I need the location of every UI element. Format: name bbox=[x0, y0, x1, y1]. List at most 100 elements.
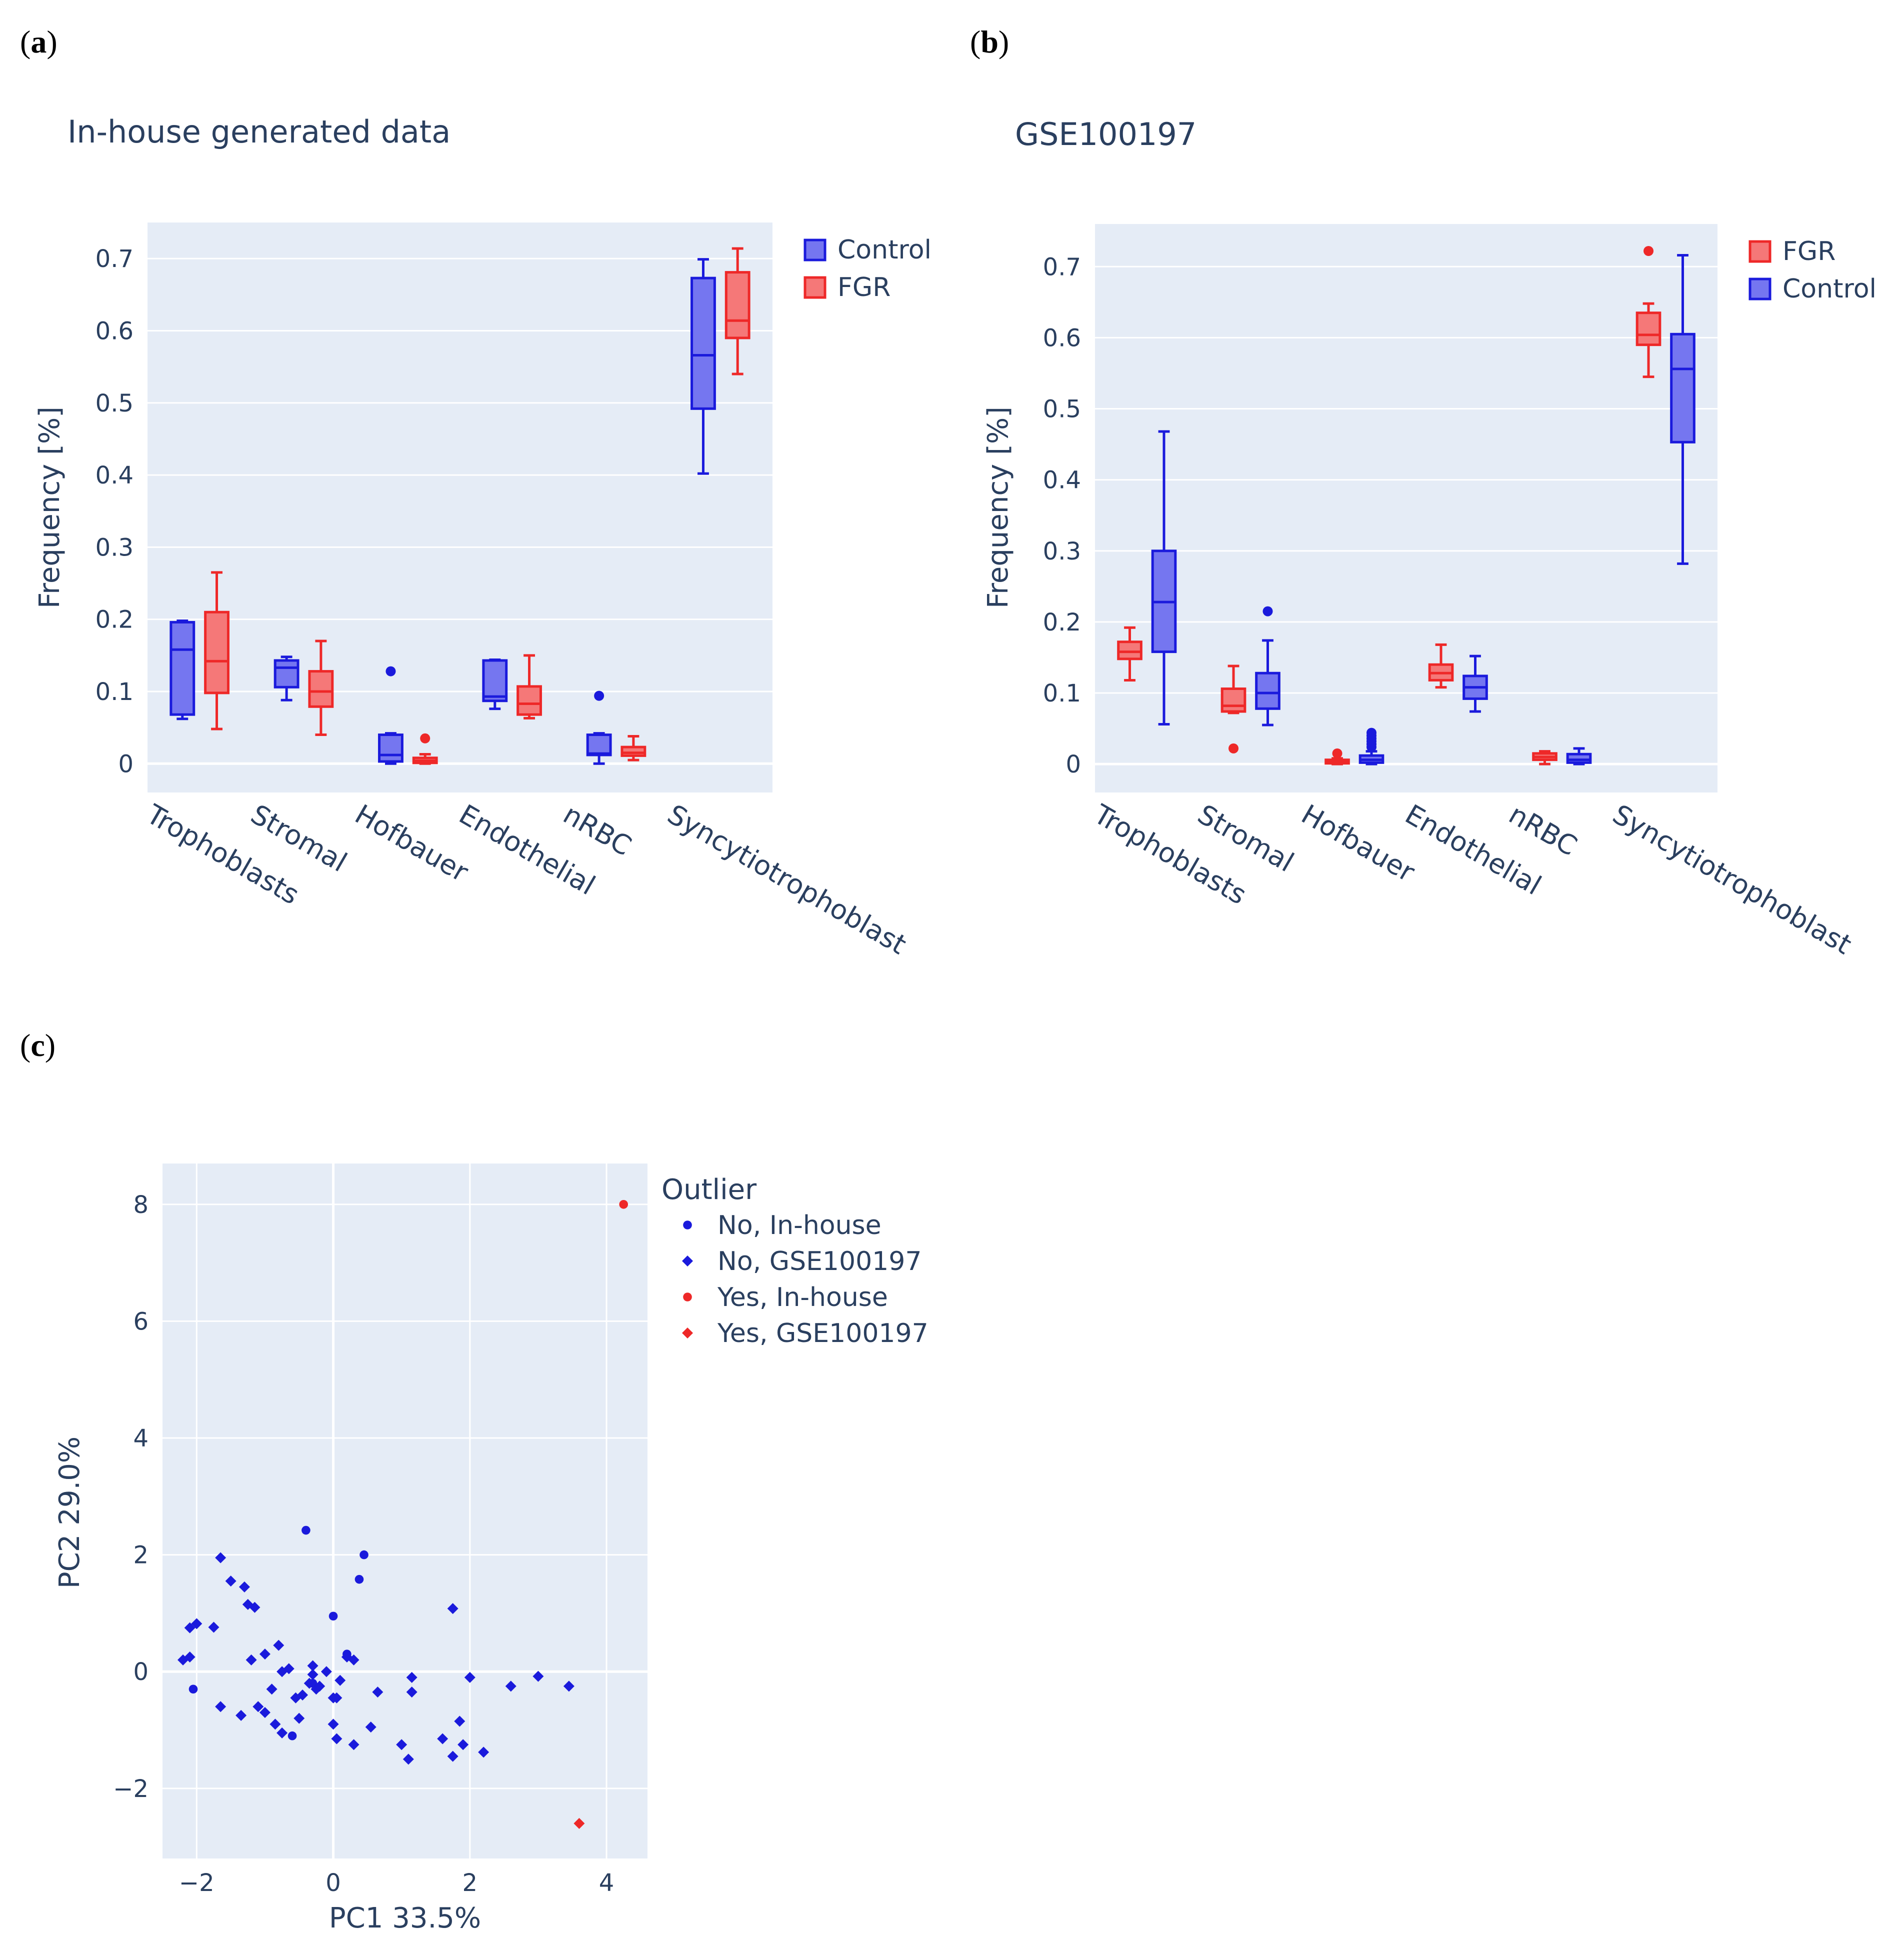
c-point bbox=[464, 1672, 476, 1683]
c-point bbox=[249, 1602, 260, 1613]
a-box-control-stromal bbox=[274, 656, 300, 702]
chart-a-legend[interactable]: Control FGR bbox=[804, 235, 932, 302]
chart-b-legend[interactable]: FGR Control bbox=[1748, 236, 1876, 304]
c-legend-marker bbox=[683, 1292, 692, 1302]
c-legend-label: No, In-house bbox=[718, 1210, 882, 1240]
b-outlier-point bbox=[1262, 606, 1273, 616]
chart-b-category-labels: TrophoblastsStromalHofbauerEndothelialnR… bbox=[1088, 798, 1856, 960]
c-point bbox=[365, 1722, 376, 1733]
c-legend-marker bbox=[682, 1328, 693, 1338]
c-point bbox=[259, 1648, 270, 1660]
b-outlier-point bbox=[1366, 728, 1376, 738]
a-box-body bbox=[308, 670, 334, 708]
c-point bbox=[314, 1680, 326, 1692]
a-box-control-hofbauer bbox=[378, 666, 404, 765]
a-box-body bbox=[690, 276, 716, 410]
c-point bbox=[505, 1680, 516, 1692]
a-box-control-syncytiotrophoblast bbox=[690, 258, 716, 475]
c-point bbox=[191, 1618, 202, 1630]
b-box-fgr-hofbauer bbox=[1324, 748, 1350, 766]
c-point bbox=[454, 1716, 466, 1727]
b-outlier-point bbox=[1228, 743, 1239, 754]
a-box-body bbox=[482, 659, 508, 702]
c-x-tick-label: 4 bbox=[599, 1869, 614, 1897]
c-point bbox=[208, 1622, 220, 1633]
c-point bbox=[259, 1706, 270, 1718]
a-box-fgr-hofbauer bbox=[412, 733, 438, 765]
c-legend-label: Yes, GSE100197 bbox=[717, 1318, 928, 1348]
b-legend-label: FGR bbox=[1782, 236, 1836, 266]
c-point bbox=[288, 1731, 297, 1740]
b-box-control-syncytiotrophoblast bbox=[1670, 254, 1696, 565]
c-point bbox=[188, 1684, 198, 1694]
c-point bbox=[360, 1550, 368, 1560]
a-y-tick-label: 0.7 bbox=[96, 245, 134, 273]
c-point bbox=[252, 1701, 264, 1712]
c-point bbox=[406, 1672, 418, 1683]
c-point bbox=[294, 1712, 305, 1724]
c-point bbox=[297, 1689, 308, 1700]
c-legend-label: No, GSE100197 bbox=[718, 1246, 922, 1276]
chart-a-category-labels: TrophoblastsStromalHofbauerEndothelialnR… bbox=[141, 798, 912, 960]
c-point bbox=[266, 1684, 278, 1695]
b-box-control-endothelial bbox=[1462, 654, 1488, 713]
c-point bbox=[225, 1576, 236, 1587]
a-category-label: Hofbauer bbox=[350, 798, 474, 888]
a-y-tick-label: 0 bbox=[118, 750, 134, 778]
a-y-tick-label: 0.2 bbox=[96, 606, 134, 634]
c-point bbox=[236, 1710, 247, 1721]
c-point bbox=[238, 1581, 250, 1592]
panel-c-label: (c) bbox=[20, 1028, 56, 1063]
a-box-body bbox=[378, 734, 404, 763]
a-box-fgr-stromal bbox=[308, 640, 334, 736]
a-outlier-point bbox=[386, 666, 396, 676]
b-box-body bbox=[1670, 332, 1696, 444]
b-box-body bbox=[1220, 687, 1246, 713]
a-y-tick-label: 0.1 bbox=[96, 678, 134, 706]
b-box-body bbox=[1255, 672, 1280, 710]
c-point bbox=[276, 1727, 288, 1738]
c-point bbox=[328, 1692, 339, 1704]
b-legend-swatch bbox=[1748, 240, 1772, 263]
a-y-tick-label: 0.3 bbox=[96, 534, 134, 562]
a-category-label: nRBC bbox=[558, 798, 637, 862]
c-point bbox=[215, 1701, 226, 1712]
panel-a-label: (a) bbox=[20, 24, 58, 60]
b-box-fgr-nrbc bbox=[1532, 750, 1558, 766]
b-y-tick-label: 0.7 bbox=[1043, 253, 1081, 281]
c-point bbox=[331, 1733, 342, 1744]
a-box-body bbox=[204, 610, 230, 694]
a-box-control-trophoblasts bbox=[170, 620, 196, 720]
b-y-tick-label: 0.4 bbox=[1043, 466, 1081, 494]
b-category-label: Syncytiotrophoblast bbox=[1608, 798, 1857, 960]
c-point bbox=[402, 1754, 414, 1765]
c-point bbox=[270, 1718, 281, 1730]
c-point bbox=[307, 1669, 318, 1680]
chart-a-boxes bbox=[170, 247, 750, 765]
b-box-fgr-endothelial bbox=[1428, 643, 1454, 689]
a-box-fgr-nrbc bbox=[620, 734, 646, 762]
a-category-label: Syncytiotrophoblast bbox=[662, 798, 912, 960]
a-outlier-point bbox=[594, 690, 604, 701]
c-legend-marker bbox=[682, 1256, 693, 1266]
c-x-tick-label: 2 bbox=[462, 1869, 478, 1897]
c-point bbox=[302, 1526, 310, 1535]
c-point bbox=[320, 1666, 332, 1678]
chart-b-y-axis-title: Frequency [%] bbox=[982, 406, 1014, 608]
a-box-body bbox=[516, 685, 542, 716]
chart-c-ticks: −2 0 2 4 −2 0 2 4 6 8 bbox=[113, 1191, 614, 1897]
chart-c-legend[interactable]: No, In-house No, GSE100197 Yes, In-house Ye… bbox=[682, 1210, 928, 1348]
chart-a-plot-area bbox=[148, 222, 772, 792]
c-point bbox=[563, 1680, 574, 1692]
b-box-fgr-stromal bbox=[1220, 664, 1246, 754]
chart-b-y-ticks: 0 0.1 0.2 0.3 0.4 0.5 0.6 0.7 bbox=[1043, 253, 1081, 778]
chart-b-boxes bbox=[1117, 246, 1696, 766]
c-point bbox=[354, 1574, 364, 1584]
panel-c: (c) −2 0 2 4 −2 0 2 4 6 8 PC1 33.5% PC2 29.0% Out… bbox=[20, 1028, 928, 1934]
b-box-fgr-trophoblasts bbox=[1117, 626, 1142, 682]
c-point bbox=[304, 1678, 315, 1689]
a-box-body bbox=[170, 620, 196, 716]
a-legend-swatch bbox=[804, 238, 826, 262]
a-box-control-nrbc bbox=[586, 690, 612, 765]
c-x-tick-label: 0 bbox=[326, 1869, 341, 1897]
